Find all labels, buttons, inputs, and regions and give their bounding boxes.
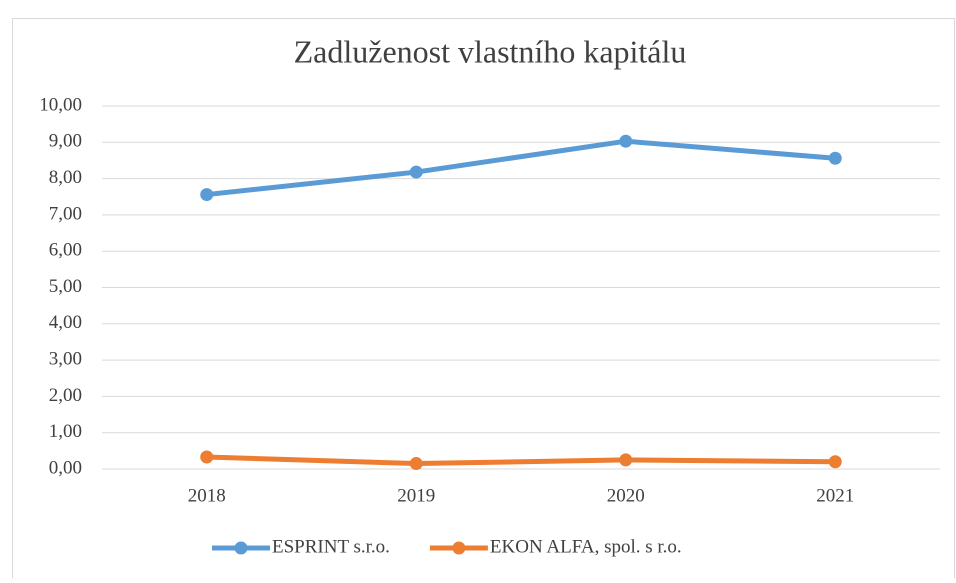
y-tick-label: 5,00 (49, 276, 82, 297)
point (200, 188, 214, 202)
y-tick-label: 3,00 (49, 348, 82, 369)
y-tick-label: 1,00 (49, 421, 82, 442)
series-line (204, 138, 838, 198)
point (828, 455, 842, 469)
x-tick-label: 2018 (188, 485, 226, 506)
legend-marker (452, 541, 466, 555)
point (828, 151, 842, 165)
point (409, 457, 423, 471)
y-tick-label: 2,00 (49, 385, 82, 406)
y-tick-label: 9,00 (49, 131, 82, 152)
y-tick-label: 8,00 (49, 167, 82, 188)
legend-label: ESPRINT s.r.o. (272, 536, 390, 557)
point (200, 450, 214, 464)
chart-title: Zadluženost vlastního kapitálu (294, 33, 687, 69)
x-tick-label: 2021 (816, 485, 854, 506)
legend-label: EKON ALFA, spol. s r.o. (490, 536, 682, 557)
y-tick-label: 4,00 (49, 312, 82, 333)
chart-border (12, 18, 955, 583)
y-tick-label: 10,00 (39, 94, 82, 115)
y-tick-label: 6,00 (49, 240, 82, 261)
point (619, 134, 633, 148)
point (409, 165, 423, 179)
x-tick-label: 2020 (607, 485, 645, 506)
x-tick-label: 2019 (397, 485, 435, 506)
y-tick-label: 7,00 (49, 203, 82, 224)
point (619, 453, 633, 467)
y-tick-label: 0,00 (49, 457, 82, 478)
series-line (204, 454, 838, 467)
legend-marker (234, 541, 248, 555)
